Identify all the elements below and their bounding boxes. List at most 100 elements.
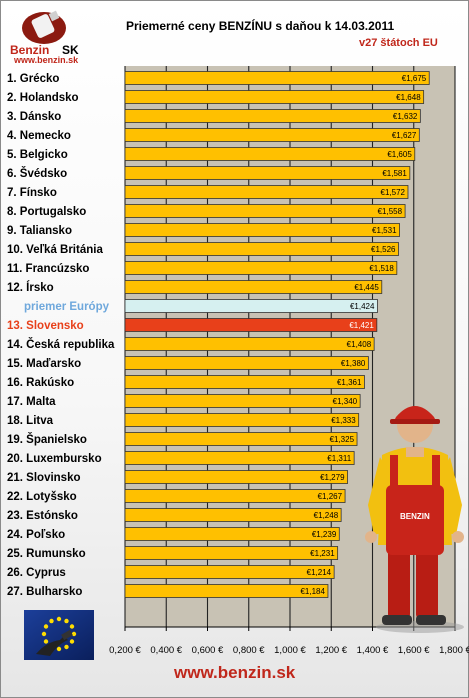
bar [124,337,375,351]
category-label: 25. Rumunsko [7,548,86,560]
bar [124,470,348,484]
x-tick-label: 0,800 € [233,645,265,656]
bar [124,318,378,332]
data-label: €1,279 [320,473,345,482]
data-label: €1,311 [327,454,351,463]
data-label: €1,231 [310,549,335,558]
category-label: 18. Litva [7,415,54,427]
x-tick-label: 0,400 € [150,645,182,656]
bar [124,128,420,142]
data-label: €1,424 [350,302,375,311]
data-label: €1,558 [378,207,403,216]
footer-url[interactable]: www.benzin.sk [174,663,296,682]
data-label: €1,675 [402,74,427,83]
category-label: 11. Francúzsko [7,263,89,275]
data-label: €1,581 [382,169,407,178]
category-label: 21. Slovinsko [7,472,81,484]
x-tick-label: 1,600 € [398,645,430,656]
x-tick-label: 0,600 € [192,645,224,656]
data-label: €1,380 [341,359,366,368]
x-tick-label: 0,200 € [109,645,141,656]
bar [124,223,400,237]
category-labels: 1. Grécko 2. Holandsko 3. Dánsko 4. Nemecko… [7,73,115,598]
data-label: €1,605 [387,150,412,159]
category-label: 7. Fínsko [7,187,57,199]
bar [124,527,340,541]
data-label: €1,340 [333,397,358,406]
bar [124,71,430,85]
bar [124,489,346,503]
data-label: €1,248 [314,511,339,520]
x-tick-label: 1,800 € [439,645,469,656]
category-label: 13. Slovensko [7,320,84,332]
bar [124,451,355,465]
bar [124,299,378,313]
category-label: 15. Maďarsko [7,358,81,370]
x-tick-label: 1,000 € [274,645,306,656]
data-label: €1,333 [331,416,356,425]
category-label: 27. Bulharsko [7,586,82,598]
x-tick-label: 1,200 € [315,645,347,656]
category-label: 14. Česká republika [7,338,115,351]
data-label: €1,325 [330,435,355,444]
category-label: 1. Grécko [7,73,59,85]
svg-text:BENZIN: BENZIN [400,512,430,521]
data-label: €1,531 [372,226,397,235]
data-label: €1,526 [371,245,396,254]
data-label: €1,627 [392,131,417,140]
bar [124,432,358,446]
bar [124,565,335,579]
chart-title: Priemerné ceny BENZÍNU s daňou k 14.03.2… [126,19,395,33]
logo-url[interactable]: www.benzin.sk [14,55,79,65]
category-label: 2. Holandsko [7,92,79,104]
category-label: 26. Cyprus [7,567,66,579]
category-label: 6. Švédsko [7,167,67,180]
category-label: 5. Belgicko [7,149,68,161]
category-label: priemer Európy [24,301,110,313]
bar [124,375,365,389]
data-label: €1,518 [369,264,394,273]
category-label: 24. Poľsko [7,529,65,541]
eu-flag-image [24,610,94,660]
category-label: 16. Rakúsko [7,377,74,389]
category-label: 22. Lotyšsko [7,491,77,503]
bar [124,546,339,560]
bar [124,261,398,275]
data-label: €1,267 [318,492,343,501]
bar [124,280,383,294]
data-label: €1,632 [393,112,418,121]
bars: €1,675 €1,648 €1,632 €1,627 €1,605 €1,581 €1,5… [124,71,430,598]
bar [124,508,342,522]
bar [124,242,399,256]
logo-text-right: SK [62,43,79,57]
benzin-logo: Benzin SK [10,10,79,57]
x-tick-label: 1,400 € [357,645,389,656]
bar [124,147,416,161]
category-label: 9. Taliansko [7,225,72,237]
bar [124,413,360,427]
data-label: €1,361 [337,378,362,387]
category-label: 10. Veľká Británia [7,244,103,256]
data-label: €1,184 [300,587,325,596]
bar [124,394,361,408]
data-label: €1,408 [347,340,372,349]
gas-station-worker-image: BENZIN [365,406,464,633]
bar [124,90,425,104]
category-label: 12. Írsko [7,281,54,294]
bar [124,204,406,218]
category-label: 23. Estónsko [7,510,78,522]
bar [124,356,369,370]
category-label: 20. Luxembursko [7,453,102,465]
data-label: €1,214 [307,568,332,577]
bar [124,109,421,123]
data-label: €1,445 [354,283,379,292]
data-label: €1,572 [381,188,406,197]
data-label: €1,239 [312,530,337,539]
bar [124,584,329,598]
bar [124,166,411,180]
category-label: 3. Dánsko [7,111,61,123]
bar [124,185,409,199]
logo-text-left: Benzin [10,43,49,57]
category-label: 19. Španielsko [7,433,87,446]
